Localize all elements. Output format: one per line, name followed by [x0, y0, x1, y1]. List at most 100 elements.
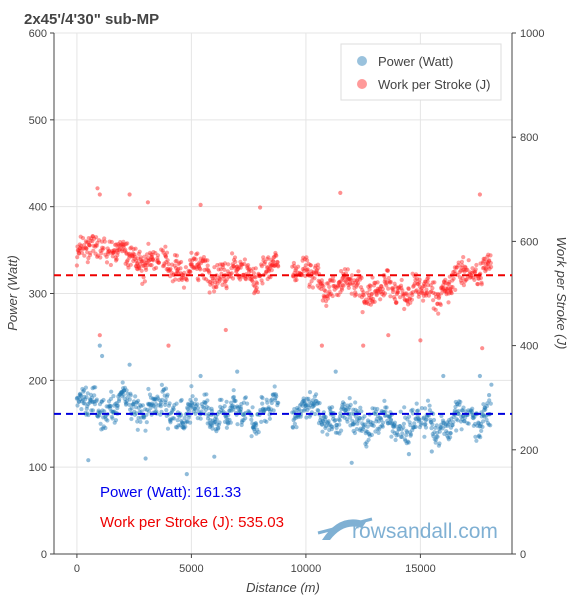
power-point — [441, 373, 446, 379]
work-point — [197, 260, 202, 265]
power-point — [127, 402, 132, 407]
work-point — [196, 264, 201, 269]
power-point — [301, 396, 306, 401]
work-point — [304, 267, 309, 272]
power-point — [168, 420, 173, 425]
legend-label-work: Work per Stroke (J) — [378, 77, 490, 92]
power-point — [459, 414, 464, 419]
power-point — [192, 406, 197, 411]
power-point — [208, 418, 213, 423]
power-point — [229, 404, 234, 409]
work-point — [458, 278, 464, 283]
work-point — [322, 288, 327, 293]
work-point — [242, 261, 247, 267]
power-point — [302, 401, 307, 406]
power-point — [368, 422, 373, 427]
work-point — [442, 288, 447, 293]
power-point — [122, 396, 127, 401]
power-point — [376, 430, 381, 435]
power-point — [408, 433, 413, 438]
power-point — [213, 416, 218, 421]
power-point — [272, 392, 277, 397]
y2-tick-label: 800 — [520, 132, 538, 144]
power-point — [355, 417, 360, 422]
power-point — [408, 423, 413, 428]
power-point — [385, 418, 390, 423]
power-point — [375, 426, 380, 431]
power-point — [400, 431, 405, 436]
work-point — [315, 262, 321, 267]
work-point — [425, 276, 430, 281]
power-point — [351, 428, 356, 434]
power-point — [145, 407, 150, 412]
power-point — [97, 410, 102, 416]
work-point — [128, 262, 133, 267]
power-point — [461, 414, 466, 419]
power-point — [210, 426, 215, 431]
power-point — [236, 409, 241, 414]
work-point — [98, 255, 103, 260]
power-point — [423, 425, 429, 430]
power-point — [170, 416, 175, 421]
work-point — [231, 264, 236, 269]
power-point — [100, 426, 105, 431]
power-point — [179, 397, 184, 403]
work-point — [270, 262, 275, 267]
work-point — [368, 284, 373, 289]
work-point — [489, 264, 494, 270]
power-point — [112, 409, 117, 414]
power-point — [352, 430, 357, 436]
work-point — [354, 292, 359, 297]
work-point — [314, 272, 319, 277]
work-point — [218, 274, 223, 279]
work-point — [364, 299, 370, 304]
work-point — [218, 267, 223, 272]
work-point — [247, 269, 252, 274]
power-point — [387, 420, 392, 426]
power-point — [473, 434, 478, 439]
work-point — [178, 266, 183, 271]
power-point — [330, 424, 335, 430]
power-point — [485, 420, 490, 426]
work-point — [120, 242, 125, 247]
work-point — [424, 287, 429, 292]
work-point — [420, 289, 425, 294]
power-point — [183, 424, 188, 429]
power-point — [150, 402, 155, 407]
work-point — [480, 260, 485, 266]
power-point — [363, 422, 368, 427]
work-point — [145, 252, 150, 257]
power-point — [456, 411, 461, 416]
work-point — [356, 281, 361, 286]
power-point — [293, 414, 298, 419]
power-point — [448, 435, 453, 440]
work-point — [107, 249, 112, 254]
power-point — [87, 400, 92, 405]
power-point — [319, 422, 324, 427]
power-point — [121, 392, 126, 397]
work-point — [198, 261, 204, 266]
y-tick-label: 600 — [29, 28, 47, 40]
work-point — [318, 281, 323, 286]
power-point — [231, 407, 236, 412]
work-point — [307, 284, 312, 289]
work-point — [454, 265, 459, 270]
power-point — [260, 395, 265, 401]
power-point — [298, 414, 303, 419]
work-point — [480, 346, 485, 351]
work-point — [88, 250, 93, 255]
work-point — [138, 262, 143, 267]
power-point — [439, 422, 444, 427]
work-point — [223, 327, 228, 333]
power-point — [110, 409, 115, 414]
work-point — [234, 268, 239, 273]
work-point — [207, 279, 212, 285]
power-point — [261, 406, 266, 411]
work-point — [238, 259, 243, 264]
work-point — [162, 263, 167, 268]
power-point — [121, 388, 126, 394]
work-point — [145, 200, 150, 205]
power-point — [440, 418, 446, 423]
work-point — [348, 277, 353, 282]
